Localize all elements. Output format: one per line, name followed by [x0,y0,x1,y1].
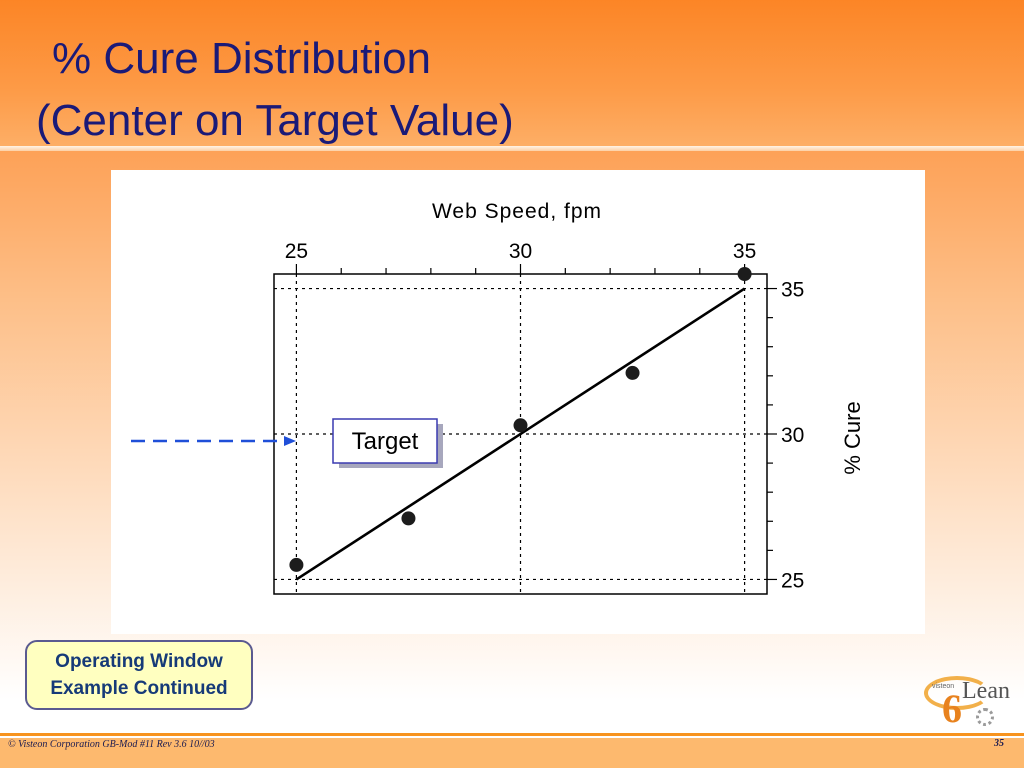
footer-band [0,738,1024,768]
y-tick-label: 25 [781,569,804,592]
footer-divider [0,733,1024,736]
fit-line [295,287,746,581]
y-axis-label: % Cure [840,401,865,474]
footer-copyright: © Visteon Corporation GB-Mod #11 Rev 3.6… [8,739,215,750]
target-label: Target [352,428,419,455]
data-point [737,267,752,281]
target-annotation: Target [131,418,443,468]
six-sigma-lean-logo: visteon 6 Lean [922,672,1022,734]
x-tick-label: 25 [285,240,308,263]
page-number: 35 [994,738,1004,749]
logo-small-text: visteon [932,683,955,690]
x-tick-label: 35 [733,240,756,263]
y-tick-label: 30 [781,424,804,447]
badge-line-1: Operating Window [55,651,223,672]
title-divider [0,146,1024,151]
data-point [289,557,304,572]
fit-line-layer [295,287,746,581]
x-tick-label: 30 [509,240,532,263]
chart-panel: Web Speed, fpm % Cure 25 30 35 25 30 35 Targe… [111,170,925,634]
target-label-box [332,418,438,464]
data-points [289,267,752,572]
cure-vs-speed-chart: Web Speed, fpm % Cure 25 30 35 25 30 35 Targe… [131,200,865,595]
plot-frame [273,273,768,595]
gear-icon [976,708,994,726]
data-point [401,511,416,526]
y-tick-label: 35 [781,279,804,302]
logo-text: Lean [962,678,1010,704]
slide-title-line-2: (Center on Target Value) [36,96,514,145]
title-band [0,0,1024,146]
operating-window-badge: Operating Window Example Continued [25,640,253,710]
axis-ticks: 25 30 35 25 30 35 [285,240,805,592]
logo-ring [924,676,990,710]
data-point [513,418,528,433]
data-point [625,365,640,380]
x-axis-label: Web Speed, fpm [432,200,602,223]
slide-title-line-1: % Cure Distribution [52,34,432,83]
target-arrow-icon [284,436,296,446]
logo-digit: 6 [942,686,962,731]
badge-line-2: Example Continued [50,678,228,699]
